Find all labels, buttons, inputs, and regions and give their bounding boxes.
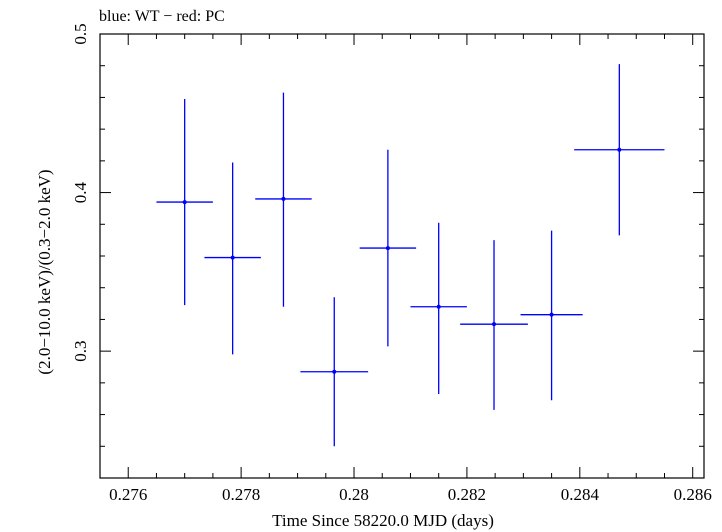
data-marker — [230, 255, 235, 260]
data-point — [300, 297, 369, 447]
x-tick-label: 0.284 — [561, 485, 600, 504]
data-point — [156, 99, 213, 306]
data-point — [574, 64, 665, 236]
data-marker — [332, 369, 337, 374]
axis-tick-labels: 0.276 0.278 0.28 0.282 0.284 0.286 0.3 0.4 0.5 — [71, 23, 712, 504]
data-marker — [281, 196, 286, 201]
data-point — [520, 230, 583, 401]
x-tick-label: 0.28 — [339, 485, 369, 504]
x-tick-label: 0.282 — [448, 485, 486, 504]
data-point — [204, 162, 261, 355]
x-tick-label: 0.278 — [222, 485, 260, 504]
data-marker — [385, 246, 390, 251]
y-tick-label: 0.4 — [71, 181, 90, 203]
data-point — [460, 240, 528, 410]
data-point — [410, 222, 467, 394]
data-point — [255, 92, 312, 307]
y-tick-label: 0.3 — [71, 341, 90, 362]
data-marker — [549, 312, 554, 317]
x-axis-label: Time Since 58220.0 MJD (days) — [272, 511, 494, 530]
data-marker — [436, 304, 441, 309]
y-axis-label: (2.0−10.0 keV)/(0.3−2.0 keV) — [35, 169, 54, 374]
y-tick-label: 0.5 — [71, 23, 90, 44]
data-point — [359, 149, 417, 347]
axis-ticks — [99, 33, 704, 479]
x-tick-label: 0.286 — [674, 485, 712, 504]
data-points — [156, 64, 665, 447]
chart-title: blue: WT − red: PC — [99, 8, 225, 25]
data-marker — [182, 200, 187, 205]
data-marker — [617, 147, 622, 152]
x-tick-label: 0.276 — [109, 485, 147, 504]
plot-frame — [99, 33, 705, 479]
data-marker — [492, 322, 497, 327]
